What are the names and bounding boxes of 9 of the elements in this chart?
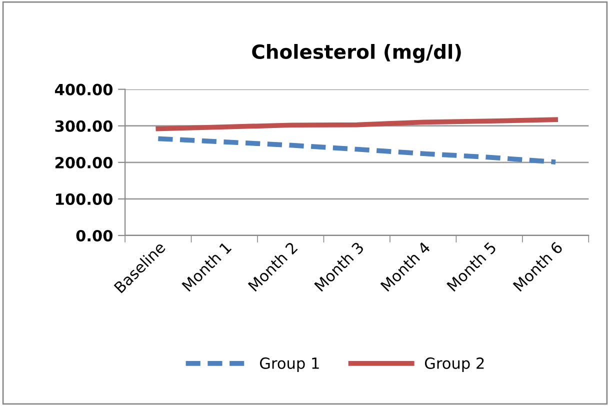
y-tick-label: 200.00 — [56, 156, 113, 168]
y-tick-label: 100.00 — [56, 193, 113, 205]
line-series — [156, 117, 558, 132]
y-tick-label: 300.00 — [55, 120, 113, 132]
y-tick-label: 0.00 — [76, 230, 113, 242]
legend-label: Group 1 — [260, 357, 319, 372]
chart-title: Cholesterol (mg/dl) — [252, 44, 461, 63]
y-tick-label: 400.00 — [54, 84, 113, 96]
legend-label: Group 2 — [424, 357, 484, 372]
